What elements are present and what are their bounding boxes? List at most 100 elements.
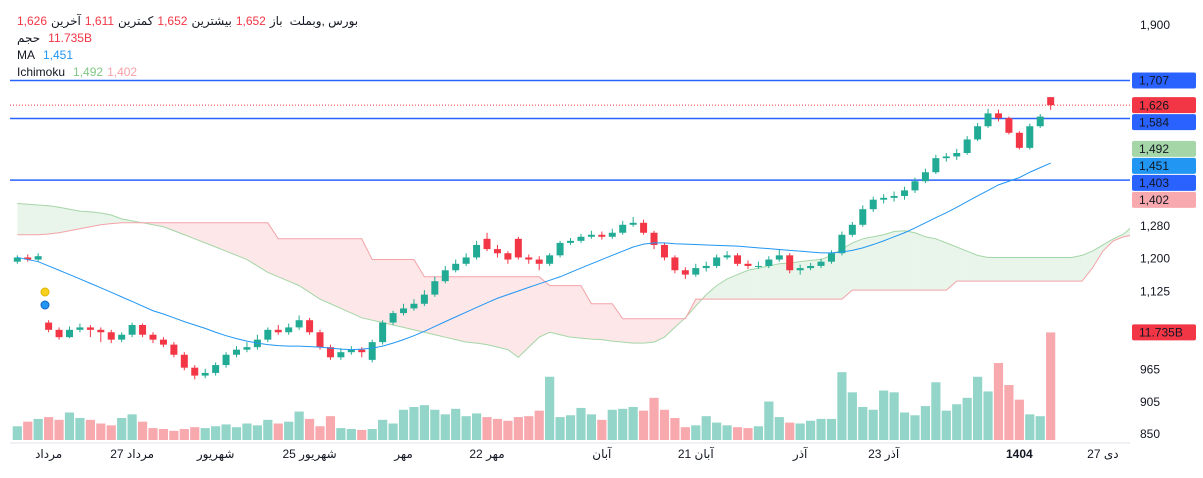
volume-bar: [378, 419, 388, 440]
price-label: 1,707: [1139, 74, 1169, 88]
volume-bar: [294, 411, 304, 440]
candle-body: [473, 244, 481, 258]
volume-bar: [618, 408, 628, 440]
cloud-fill: [894, 230, 905, 291]
volume-bar: [910, 415, 920, 440]
cloud-fill: [664, 318, 675, 338]
volume-bar: [231, 427, 242, 440]
price-label: 1,584: [1139, 115, 1169, 129]
volume-bar: [315, 426, 325, 440]
x-tick-label: 27 دی: [1087, 447, 1118, 461]
candle-body: [713, 257, 721, 266]
candle-body: [76, 327, 84, 330]
volume-bar: [158, 429, 169, 440]
cloud-fill: [59, 207, 70, 233]
cloud-fill: [1071, 255, 1082, 282]
event-marker[interactable]: [40, 287, 50, 297]
candle-body: [441, 270, 449, 282]
legend-value: 11.735B: [48, 31, 92, 45]
volume-bar: [837, 372, 847, 440]
cloud-fill: [1019, 257, 1030, 282]
cloud-fill: [17, 203, 28, 235]
x-tick-label: 1404: [1006, 447, 1033, 461]
cloud-fill: [622, 318, 634, 344]
cloud-fill: [727, 274, 738, 300]
candle-body: [233, 349, 241, 355]
cloud-fill: [768, 263, 780, 300]
axes: 1,900 1,280 1,200 1,125 965 905 850 مرداد 27 مرد…: [35, 18, 1196, 462]
candle-body: [222, 354, 230, 366]
candle-body: [859, 209, 867, 225]
candle-body: [901, 190, 909, 196]
volume-bar: [1035, 416, 1045, 440]
volume-bar: [858, 407, 868, 440]
volume-bar: [304, 418, 315, 440]
candle-body: [994, 113, 1002, 119]
volume-bar: [534, 410, 544, 440]
volume-bar: [357, 429, 367, 440]
volume-bar: [503, 420, 513, 440]
volume-bar: [367, 429, 377, 440]
legend-volume: حجم 11.735B: [17, 30, 358, 47]
volume-bar: [691, 425, 701, 440]
candle-body: [535, 259, 543, 264]
volume-bar: [889, 392, 899, 440]
cloud-fill: [967, 251, 978, 282]
legend-ohlc: 1,626 آخرین 1,611 کمترین 1,652 بیشترین 1…: [17, 13, 358, 30]
volume-bar: [12, 426, 22, 440]
event-marker[interactable]: [40, 300, 50, 310]
volume-bar: [597, 419, 607, 440]
candle-body: [337, 352, 345, 358]
price-label: 1,626: [1139, 98, 1169, 112]
price-label-bg: [1132, 72, 1196, 89]
cloud-fill: [779, 262, 790, 300]
candle-body: [765, 259, 773, 266]
candle-body: [807, 265, 815, 269]
y-tick-label: 850: [1140, 427, 1160, 441]
volume-bar: [346, 429, 356, 440]
candle-body: [827, 253, 835, 262]
cloud-fill: [100, 213, 112, 225]
candle-body: [744, 263, 752, 266]
volume-bar: [54, 419, 64, 440]
candle-body: [1015, 132, 1023, 148]
cloud-fill: [852, 238, 863, 291]
cloud-fill: [914, 232, 926, 291]
cloud-fill: [309, 238, 321, 300]
legend-label: بیشترین: [191, 14, 232, 28]
volume-bar: [816, 418, 826, 440]
volume-bar: [941, 410, 951, 440]
volume-bar: [44, 417, 54, 440]
cloud-fill: [873, 234, 884, 291]
volume-bar: [993, 363, 1004, 440]
cloud-fill: [205, 222, 216, 248]
cloud-fill: [570, 285, 581, 339]
cloud-fill: [445, 276, 456, 340]
cloud-fill: [330, 238, 341, 309]
candle-body: [942, 156, 950, 159]
volume-bar: [242, 423, 252, 440]
candle-body: [880, 197, 888, 200]
candle-body: [984, 113, 992, 127]
cloud-fill: [998, 257, 1009, 282]
cloud-fill: [560, 285, 571, 338]
candle-body: [577, 236, 585, 241]
candle-body: [34, 256, 42, 260]
cloud-fill: [580, 285, 592, 340]
volume-bar: [879, 390, 889, 440]
candle-body: [786, 255, 794, 271]
candle-body: [243, 347, 251, 350]
candle-body: [1036, 116, 1044, 127]
legend-value: 1,611: [84, 14, 115, 28]
candle-body: [567, 240, 575, 243]
cloud-fill: [1061, 257, 1072, 282]
volume-bar: [75, 418, 85, 440]
cloud-fill: [382, 259, 394, 325]
volume-bar: [461, 416, 471, 440]
volume-bar: [1025, 414, 1035, 440]
candle-body: [452, 263, 460, 271]
x-tick-label: مهر: [393, 447, 413, 462]
candle-body: [587, 234, 595, 237]
candle-body: [97, 329, 105, 333]
volume-bar: [221, 424, 231, 440]
